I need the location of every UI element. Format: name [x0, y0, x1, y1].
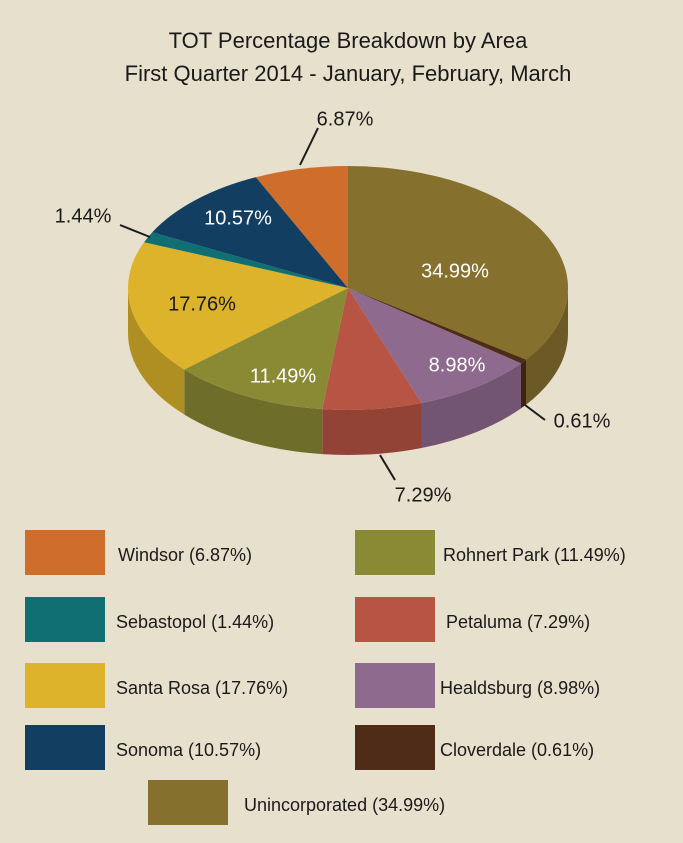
legend-label: Sonoma (10.57%)	[116, 740, 261, 760]
value-label: 17.76%	[168, 293, 236, 315]
legend-label: Petaluma (7.29%)	[446, 612, 590, 632]
legend-swatch	[355, 597, 435, 642]
value-label: 34.99%	[421, 260, 489, 282]
value-label: 6.87%	[317, 108, 374, 130]
slice-side	[526, 288, 568, 405]
leader-line	[299, 127, 319, 166]
legend-swatch	[148, 780, 228, 825]
chart-subtitle: First Quarter 2014 - January, February, …	[125, 61, 572, 86]
legend-label: Cloverdale (0.61%)	[440, 740, 594, 760]
legend-label: Unincorporated (34.99%)	[244, 795, 445, 815]
value-label: 8.98%	[429, 354, 486, 376]
leader-line	[119, 224, 151, 238]
legend-swatch	[355, 663, 435, 708]
slice	[127, 242, 348, 370]
slice	[184, 288, 348, 410]
legend-swatch	[355, 725, 435, 770]
chart-title: TOT Percentage Breakdown by Area	[169, 28, 528, 53]
slice-side	[421, 363, 521, 448]
legend-label: Rohnert Park (11.49%)	[443, 545, 626, 565]
slice-side	[184, 369, 323, 455]
slice-side	[322, 402, 422, 455]
legend-label: Santa Rosa (17.76%)	[116, 678, 288, 698]
slice-side	[128, 288, 185, 415]
slice	[255, 166, 348, 288]
slice	[322, 288, 422, 410]
legend-swatch	[25, 530, 105, 575]
legend-label: Healdsburg (8.98%)	[440, 678, 600, 698]
slice	[144, 232, 348, 288]
slice	[348, 288, 521, 403]
legend-swatch	[25, 663, 105, 708]
legend-swatch	[355, 530, 435, 575]
value-label: 7.29%	[395, 484, 452, 506]
leader-line	[379, 454, 396, 481]
slice-side	[520, 359, 527, 409]
value-label: 0.61%	[554, 410, 611, 432]
legend-label: Windsor (6.87%)	[118, 545, 252, 565]
value-label: 1.44%	[55, 205, 112, 227]
slice	[348, 166, 568, 360]
legend-swatch	[25, 597, 105, 642]
leader-line	[524, 404, 546, 421]
value-label: 10.57%	[204, 207, 272, 229]
slice	[152, 177, 348, 288]
legend-swatch	[25, 725, 105, 770]
slice	[348, 288, 527, 364]
legend-label: Sebastopol (1.44%)	[116, 612, 274, 632]
value-label: 11.49%	[250, 365, 317, 387]
